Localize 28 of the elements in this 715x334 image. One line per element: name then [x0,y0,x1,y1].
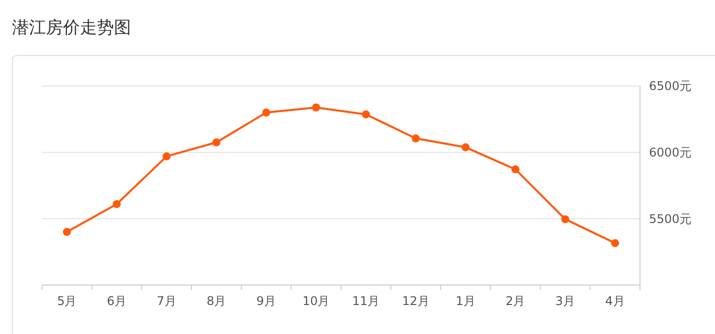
point [362,110,370,118]
point [312,103,320,112]
point [462,143,470,152]
point [561,215,570,224]
x-tick-label: 4月 [605,294,625,308]
point [611,239,620,248]
x-tick-label: 8月 [206,294,226,308]
x-tick-label: 12月 [402,294,430,308]
y-tick-label: 6000元 [649,146,692,160]
point [212,138,220,146]
y-tick-label: 5500元 [649,212,692,226]
x-tick-label: 7月 [156,294,176,308]
point [62,228,71,236]
chart-title: 潜江房价走势图 [12,18,131,38]
point [162,152,171,160]
x-tick-label: 11月 [352,294,380,308]
point [511,165,520,174]
x-tick-label: 9月 [256,294,276,308]
x-tick-label: 10月 [302,294,330,308]
point [412,134,420,142]
x-tick-label: 6月 [106,294,127,308]
point [112,200,121,208]
x-tick-label: 2月 [506,294,526,308]
y-tick-label: 6500元 [649,79,692,94]
x-tick-label: 3月 [555,294,576,308]
x-tick-label: 1月 [456,294,476,308]
point [262,108,270,117]
x-tick-label: 5月 [57,294,77,308]
